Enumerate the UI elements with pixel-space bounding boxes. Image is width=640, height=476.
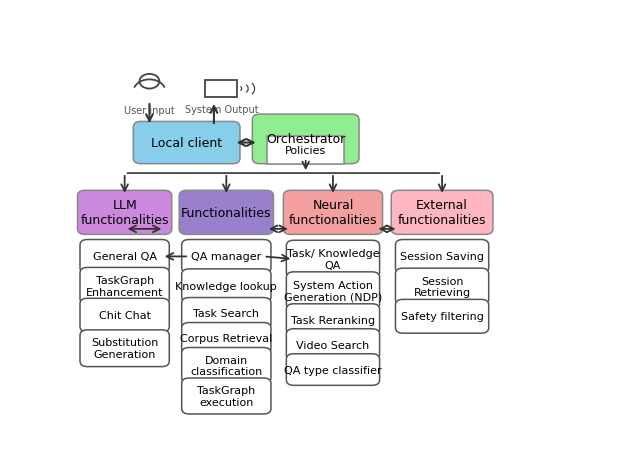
FancyBboxPatch shape [182, 378, 271, 414]
FancyBboxPatch shape [133, 122, 240, 164]
FancyBboxPatch shape [286, 272, 380, 310]
FancyBboxPatch shape [286, 304, 380, 336]
Text: Session Saving: Session Saving [400, 252, 484, 262]
FancyBboxPatch shape [182, 269, 271, 303]
FancyBboxPatch shape [396, 300, 489, 334]
FancyBboxPatch shape [252, 115, 359, 164]
FancyBboxPatch shape [268, 136, 344, 165]
Text: Corpus Retrieval: Corpus Retrieval [180, 334, 273, 344]
Text: Policies: Policies [285, 146, 326, 156]
FancyBboxPatch shape [80, 240, 169, 274]
FancyBboxPatch shape [179, 191, 273, 235]
Text: TaskGraph
execution: TaskGraph execution [197, 386, 255, 407]
Text: General QA: General QA [93, 252, 157, 262]
FancyBboxPatch shape [182, 323, 271, 354]
FancyBboxPatch shape [80, 268, 169, 305]
Text: External
functionalities: External functionalities [398, 199, 486, 227]
Text: Task/ Knowledge
QA: Task/ Knowledge QA [287, 248, 380, 270]
Text: QA type classifier: QA type classifier [284, 365, 382, 375]
Text: Video Search: Video Search [296, 340, 369, 350]
Text: Safety filtering: Safety filtering [401, 312, 483, 322]
Text: LLM
functionalities: LLM functionalities [81, 199, 169, 227]
Text: Chit Chat: Chit Chat [99, 310, 150, 320]
Text: Knowledge lookup: Knowledge lookup [175, 281, 277, 291]
Text: System Output: System Output [184, 105, 258, 115]
FancyBboxPatch shape [284, 191, 383, 235]
FancyBboxPatch shape [80, 298, 169, 332]
Text: QA manager: QA manager [191, 252, 262, 262]
FancyBboxPatch shape [182, 348, 271, 384]
Text: User input: User input [124, 106, 175, 116]
Text: Session
Retrieving: Session Retrieving [413, 276, 470, 298]
FancyBboxPatch shape [286, 241, 380, 278]
Text: Substitution
Generation: Substitution Generation [91, 338, 158, 359]
Text: Orchestrator: Orchestrator [266, 133, 346, 146]
FancyBboxPatch shape [396, 240, 489, 274]
Text: Domain
classification: Domain classification [190, 355, 262, 377]
Text: TaskGraph
Enhancement: TaskGraph Enhancement [86, 276, 163, 297]
FancyBboxPatch shape [182, 298, 271, 329]
FancyBboxPatch shape [182, 240, 271, 274]
Text: Neural
functionalities: Neural functionalities [289, 199, 377, 227]
FancyBboxPatch shape [391, 191, 493, 235]
Text: Task Search: Task Search [193, 309, 259, 318]
Text: Task Reranking: Task Reranking [291, 315, 375, 325]
Text: Local client: Local client [151, 137, 222, 150]
FancyBboxPatch shape [396, 268, 489, 305]
FancyBboxPatch shape [77, 191, 172, 235]
FancyBboxPatch shape [286, 329, 380, 361]
FancyBboxPatch shape [286, 354, 380, 386]
FancyBboxPatch shape [80, 330, 169, 367]
FancyBboxPatch shape [205, 81, 237, 98]
Text: System Action
Generation (NDP): System Action Generation (NDP) [284, 280, 382, 302]
Text: Functionalities: Functionalities [181, 207, 271, 219]
